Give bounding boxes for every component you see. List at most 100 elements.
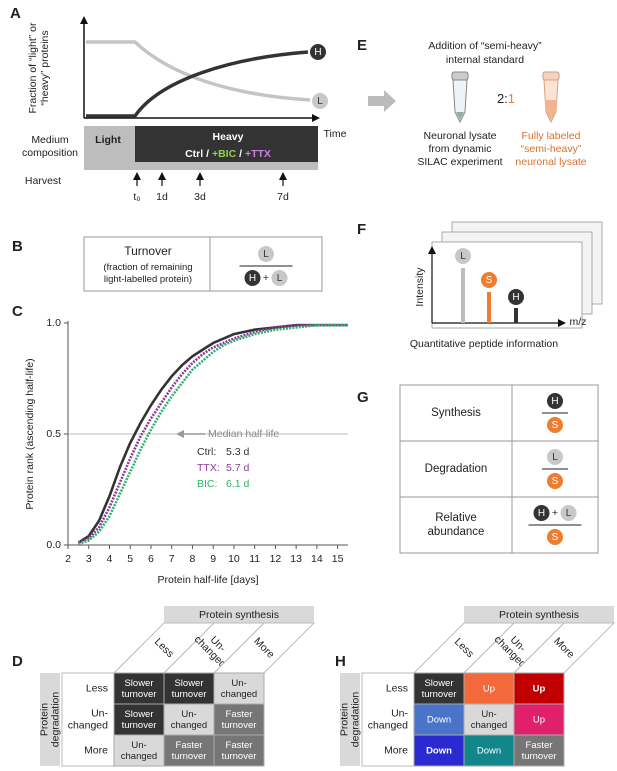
row-title: Proteindegradation [338, 692, 361, 748]
cell [463, 703, 515, 736]
label-circle [271, 270, 288, 286]
row-label: Less [86, 682, 108, 694]
line: Neuronal lysate [424, 130, 497, 142]
cell [113, 703, 165, 736]
cell [463, 672, 515, 705]
line: Down [427, 714, 451, 725]
line: “semi-heavy” [521, 143, 582, 155]
cell-text: Slower turnover [122, 678, 157, 700]
left-tube-label: Neuronal lysate from dynamic SILAC experim… [417, 130, 502, 168]
cell [213, 734, 265, 767]
annotation: Median half-life [208, 428, 279, 440]
line: from dynamic [428, 143, 491, 155]
line: changed [221, 689, 257, 700]
circle-letter: H [314, 47, 321, 58]
cell [413, 703, 465, 736]
label-circle [310, 44, 326, 60]
heavy-label: Heavy [213, 131, 244, 143]
f-x-label: m/z [570, 316, 587, 328]
line: Up [483, 683, 495, 694]
line: turnover [122, 720, 157, 731]
line: More [84, 744, 108, 756]
plus: + [552, 507, 558, 519]
line: Up [533, 714, 545, 725]
line: Down [477, 745, 501, 756]
label-circle [547, 473, 563, 489]
line: Degradation [425, 463, 488, 475]
cell-text: Down [427, 714, 451, 725]
panel-label: B [12, 238, 23, 255]
cell [413, 672, 465, 705]
cell [113, 734, 165, 767]
line: (fraction of remaining [103, 262, 192, 273]
line: Slower [174, 678, 203, 689]
panel-label: C [12, 303, 23, 320]
condition: / [203, 148, 212, 160]
x-tick-label: 9 [210, 553, 216, 565]
harvest-time: 1d [156, 191, 168, 203]
line: Un- [131, 740, 146, 751]
line: Fraction of “light” or [27, 22, 39, 114]
line: Protein [38, 703, 50, 736]
ratio-part: 2: [497, 91, 508, 106]
panel-e-tubes [368, 71, 560, 124]
line: light-labelled protein) [104, 274, 192, 285]
cell [163, 734, 215, 767]
circle-letter: S [486, 275, 493, 286]
circle-letter: S [552, 532, 559, 543]
series-line [77, 323, 348, 546]
panel-label: A [10, 5, 21, 22]
column-title: Protein synthesis [199, 609, 279, 621]
label-circle [312, 93, 328, 109]
b-subtitle: (fraction of remaining light-labelled pro… [103, 262, 192, 285]
circle-letter: H [249, 273, 256, 284]
y-tick-label: 0.0 [46, 539, 61, 551]
line: turnover [422, 689, 457, 700]
line: Synthesis [431, 407, 481, 419]
median-name: TTX: [197, 462, 220, 474]
panel-label: H [335, 653, 346, 670]
circle-letter: L [460, 251, 466, 262]
line: internal standard [446, 54, 524, 66]
label-circle [560, 505, 577, 521]
label-circle [481, 272, 497, 288]
panel-f-cards [428, 221, 603, 329]
line: More [384, 744, 408, 756]
cell-text: Un-changed [221, 678, 257, 700]
x-tick-label: 15 [332, 553, 344, 565]
label-circle [455, 248, 471, 264]
line: Fully labeled [522, 130, 581, 142]
f-y-label: Intensity [414, 267, 426, 307]
line: Faster [176, 740, 203, 751]
median-value: 5.3 d [226, 446, 250, 458]
line: Un- [391, 707, 408, 719]
label-circle [533, 505, 550, 521]
line: Up [533, 683, 546, 694]
line: changed [368, 719, 408, 731]
x-tick-label: 12 [270, 553, 282, 565]
line: changed [121, 751, 157, 762]
x-tick-label: 5 [127, 553, 133, 565]
b-title: Turnover [124, 244, 172, 258]
cell-text: Un-changed [171, 709, 207, 731]
median-name: Ctrl: [197, 446, 216, 458]
row-label: Un-changed [368, 707, 409, 731]
line: Faster [226, 740, 253, 751]
line: Slower [424, 678, 453, 689]
cell-text: Slower turnover [122, 709, 157, 731]
cell [213, 672, 265, 705]
circle-letter: L [277, 273, 283, 284]
conditions: Ctrl / +BIC / +TTX [185, 148, 271, 160]
line: Faster [526, 740, 553, 751]
cell-text: Slower turnover [422, 678, 457, 700]
cell [163, 672, 215, 705]
row-label: Un-changed [68, 707, 109, 731]
line: Faster [226, 709, 253, 720]
x-tick-label: 8 [190, 553, 196, 565]
panel-a-schematic [80, 16, 320, 186]
circle-letter: H [551, 396, 558, 407]
line: changed [68, 719, 108, 731]
ratio-part: 1 [508, 91, 515, 106]
row-label: Degradation [425, 463, 488, 475]
